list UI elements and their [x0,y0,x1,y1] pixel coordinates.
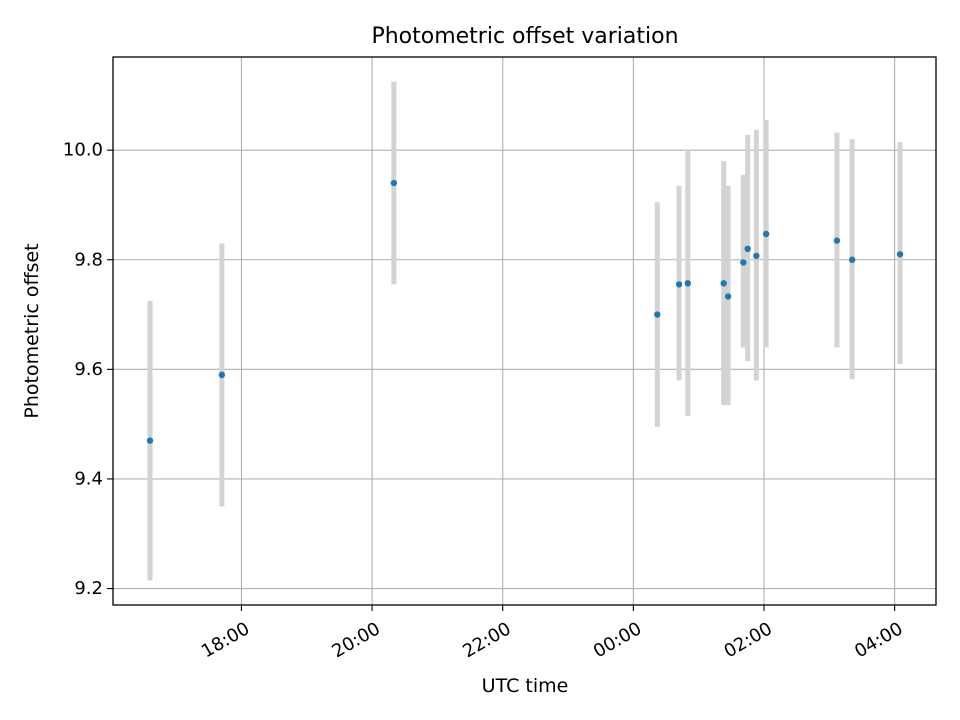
x-axis-label: UTC time [482,675,569,697]
data-point [720,280,727,287]
y-tick-label: 9.6 [74,359,103,380]
data-point [762,230,770,238]
data-point [753,252,760,260]
data-point [744,245,751,252]
data-point [218,371,226,379]
data-point [146,437,154,444]
chart-title: Photometric offset variation [371,24,678,49]
plot-frame [112,56,937,606]
data-point [848,256,856,263]
y-tick-label: 9.8 [74,249,103,270]
y-axis-label: Photometric offset [21,243,43,418]
y-tick-label: 9.2 [74,578,103,599]
data-point [654,311,661,318]
y-tick-label: 10.0 [63,140,103,161]
data-point [675,281,683,288]
data-point [833,237,841,244]
y-tick-label: 9.4 [74,468,103,489]
data-point [896,251,904,258]
data-point [684,280,691,287]
data-point [390,179,398,187]
y-axis-ticks: 9.2 9.4 9.6 9.8 10.0 [63,140,113,599]
data-points [146,179,904,444]
data-point [740,259,747,266]
data-point [724,293,732,300]
